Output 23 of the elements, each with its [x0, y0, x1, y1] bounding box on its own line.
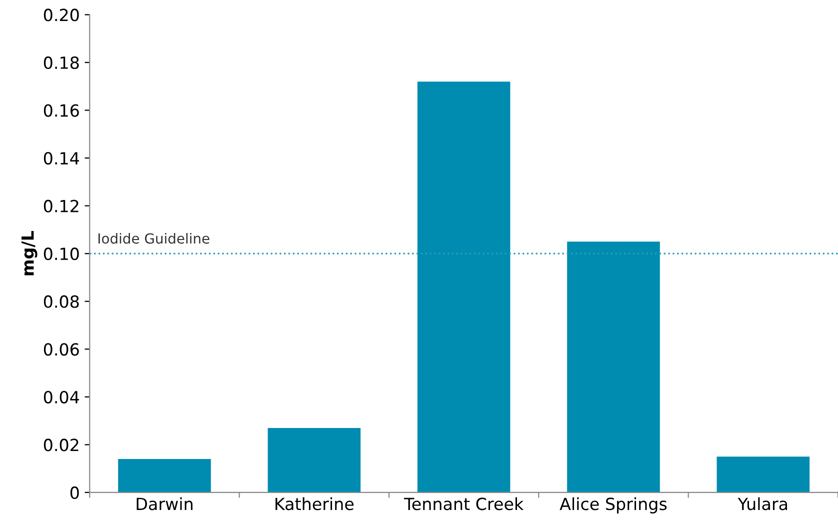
ref-line-label: Iodide Guideline [98, 232, 210, 244]
y-tick-label: 0.20 [44, 8, 79, 22]
bar [118, 459, 211, 492]
y-tick-label: 0.06 [44, 343, 79, 356]
x-tick-label: Katherine [276, 497, 354, 510]
y-tick-label: 0.10 [44, 248, 79, 260]
bar [567, 242, 660, 492]
bar [716, 456, 810, 492]
x-tick-label: Yulara [738, 497, 788, 510]
y-tick-label: 0.16 [44, 104, 79, 117]
bar [417, 82, 510, 492]
y-tick-label: 0.14 [44, 152, 80, 165]
y-tick-label: 0.04 [44, 390, 80, 404]
y-axis-title: mg/L [22, 231, 38, 276]
bar [268, 428, 361, 492]
x-tick-label: Tennant Creek [404, 497, 524, 510]
y-tick-label: 0.08 [44, 295, 79, 308]
x-tick-label: Alice Springs [560, 497, 667, 514]
y-tick-label: 0.02 [44, 438, 78, 452]
x-tick-label: Darwin [136, 497, 192, 510]
y-tick-label: 0.12 [44, 200, 78, 212]
y-tick-label: 0.18 [44, 56, 79, 70]
y-tick-label: 0 [70, 486, 79, 500]
